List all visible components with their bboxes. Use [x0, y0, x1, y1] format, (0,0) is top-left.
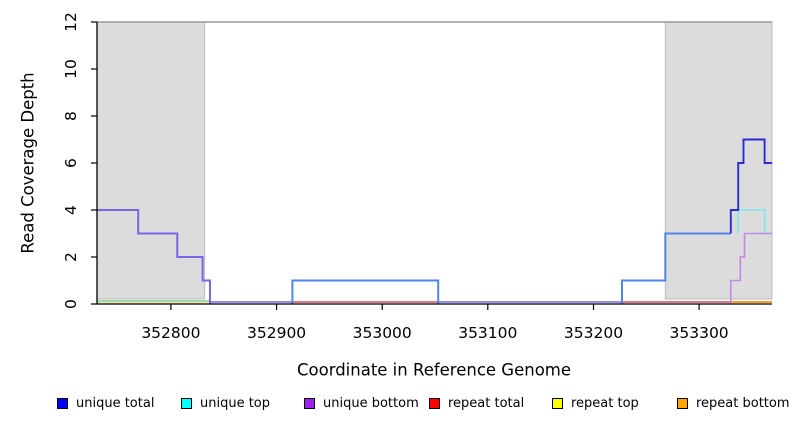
y-tick-label: 0 [62, 299, 80, 309]
shaded-region-0 [96, 21, 206, 300]
x-tick-label: 353000 [353, 324, 412, 342]
y-tick-label: 10 [62, 59, 80, 79]
series-unique-bottom-right [729, 232, 772, 304]
x-tick-label: 352900 [247, 324, 306, 342]
series-unique-total-and-top-bump [291, 279, 440, 304]
y-tick-label: 6 [62, 158, 80, 168]
y-tick-label: 2 [62, 252, 80, 262]
shaded-region-1 [664, 21, 773, 300]
y-axis-title: Read Coverage Depth [18, 72, 38, 254]
y-tick-label: 12 [62, 12, 80, 32]
y-tick-label: 4 [62, 205, 80, 215]
x-tick-label: 353100 [458, 324, 517, 342]
series-unique-total-right [729, 138, 772, 234]
x-tick-label: 352800 [141, 324, 200, 342]
series-unique-total-and-top-rise [621, 232, 731, 304]
y-tick-label: 8 [62, 111, 80, 121]
x-tick-label: 353300 [670, 324, 729, 342]
series-unique-total-and-bottom-left [97, 209, 211, 304]
x-axis-title: Coordinate in Reference Genome [296, 360, 572, 380]
x-tick-label: 353200 [564, 324, 623, 342]
